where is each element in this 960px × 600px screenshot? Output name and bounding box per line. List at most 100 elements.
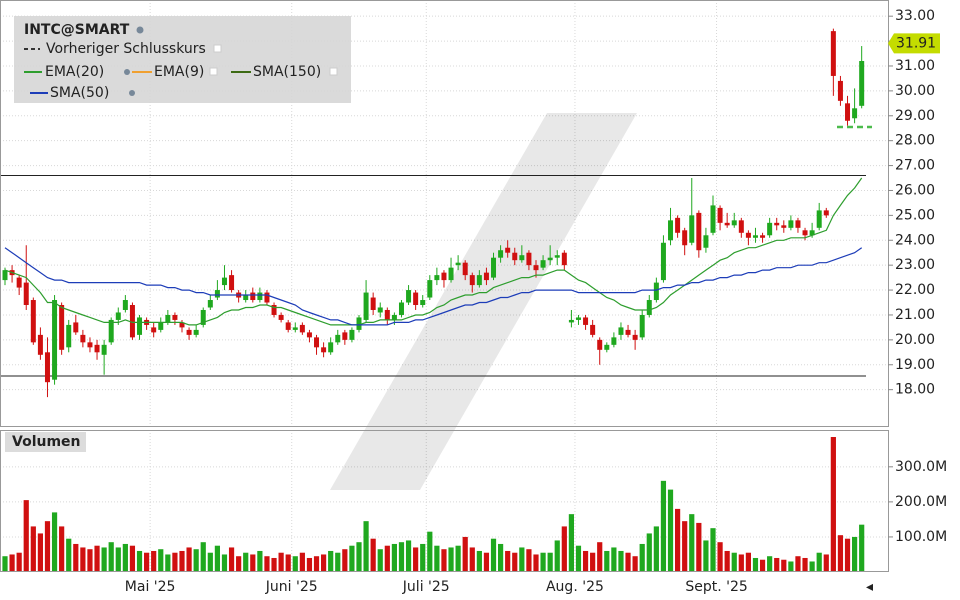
- x-tick-label: Aug. '25: [546, 579, 604, 595]
- candle-body: [151, 327, 157, 333]
- candle-body: [271, 305, 277, 315]
- volume-bar: [498, 543, 504, 572]
- volume-bar: [469, 547, 475, 572]
- candle-body: [200, 309, 206, 325]
- volume-bar: [108, 542, 114, 572]
- candle-body: [611, 337, 617, 345]
- candle-body: [73, 322, 79, 333]
- volume-bar: [257, 550, 263, 572]
- volume-bar: [23, 500, 29, 572]
- volume-bar: [342, 549, 348, 572]
- candle-body: [328, 342, 334, 353]
- y-tick-label: 29.00: [895, 108, 935, 124]
- candle-body: [491, 257, 497, 278]
- candle-body: [384, 309, 390, 320]
- volume-bar: [441, 549, 447, 572]
- candle-body: [682, 230, 688, 246]
- volume-bar: [816, 552, 822, 572]
- volume-bar: [321, 554, 327, 572]
- legend-checkbox[interactable]: [213, 44, 222, 53]
- candle-body: [668, 220, 674, 241]
- candle-body: [356, 317, 362, 330]
- volume-bar: [115, 547, 121, 572]
- volume-bar: [413, 547, 419, 572]
- scroll-icon[interactable]: ◂: [866, 579, 873, 595]
- candle-body: [214, 290, 220, 298]
- volume-bar: [852, 536, 858, 572]
- candle-body: [413, 292, 419, 305]
- legend-label: SMA(150): [253, 64, 321, 80]
- candle-body: [16, 277, 22, 288]
- volume-bar: [703, 540, 709, 572]
- volume-bar: [193, 549, 199, 572]
- candle-body: [476, 275, 482, 286]
- volume-bar: [759, 559, 766, 572]
- candle-body: [2, 270, 8, 281]
- volume-bar: [859, 524, 865, 572]
- legend-label: EMA(20): [45, 64, 104, 80]
- volume-bar: [44, 521, 51, 572]
- volume-bar: [243, 552, 249, 572]
- candle-body: [760, 235, 766, 238]
- volume-panel-border: [0, 430, 889, 572]
- volume-bar: [752, 557, 759, 572]
- indicator-line: [4, 247, 863, 326]
- y-tick-label: 28.00: [895, 133, 935, 149]
- candle-body: [30, 300, 36, 343]
- legend-checkbox[interactable]: [209, 67, 218, 76]
- candle-body: [44, 352, 50, 383]
- volume-bar: [512, 552, 518, 572]
- candle-body: [94, 344, 100, 353]
- volume-bar: [483, 552, 490, 572]
- volume-bar: [129, 545, 136, 572]
- y-tick-label: 19.00: [895, 357, 935, 373]
- volume-bar: [221, 554, 228, 572]
- volume-bar: [2, 556, 8, 572]
- candle-body: [837, 80, 843, 101]
- volume-bar: [51, 512, 58, 572]
- candle-body: [724, 222, 730, 226]
- y-tick-label: 26.00: [895, 182, 935, 198]
- volume-bar: [37, 533, 43, 572]
- candle-body: [816, 210, 822, 228]
- candle-body: [398, 302, 404, 315]
- volume-bar: [540, 552, 546, 572]
- candle-body: [314, 337, 320, 348]
- legend-checkbox[interactable]: [329, 67, 338, 76]
- volume-bar: [632, 556, 638, 572]
- candle-body: [37, 334, 43, 355]
- candle-body: [547, 257, 553, 261]
- volume-bar: [427, 531, 433, 572]
- candle-body: [448, 267, 454, 281]
- volume-bar: [781, 559, 787, 572]
- volume-bar: [335, 552, 341, 572]
- volume-bar: [370, 538, 376, 572]
- volume-bar: [455, 545, 461, 572]
- volume-bar: [328, 550, 334, 572]
- candle-body: [802, 230, 808, 236]
- candle-body: [859, 61, 865, 106]
- candle-body: [788, 220, 794, 228]
- volume-label-box: [5, 432, 86, 452]
- volume-bar: [788, 561, 794, 572]
- candle-body: [52, 300, 58, 380]
- candle-body: [285, 322, 291, 330]
- volume-bar: [405, 540, 412, 572]
- volume-bar: [795, 556, 801, 572]
- volume-bar: [30, 526, 36, 572]
- candle-body: [306, 332, 312, 338]
- volume-bar: [604, 550, 610, 572]
- candle-body: [575, 317, 581, 320]
- volume-bar: [611, 547, 617, 572]
- last-price-tag: [888, 33, 940, 54]
- volume-bar: [837, 535, 844, 572]
- candle-body: [745, 232, 751, 238]
- volume-bar: [207, 552, 213, 572]
- volume-bar: [561, 526, 567, 572]
- volume-bar: [200, 542, 206, 572]
- volume-bar: [448, 547, 454, 572]
- candle-body: [554, 255, 560, 258]
- candle-body: [257, 292, 263, 301]
- volume-bar: [462, 536, 468, 572]
- candle-body: [604, 344, 610, 350]
